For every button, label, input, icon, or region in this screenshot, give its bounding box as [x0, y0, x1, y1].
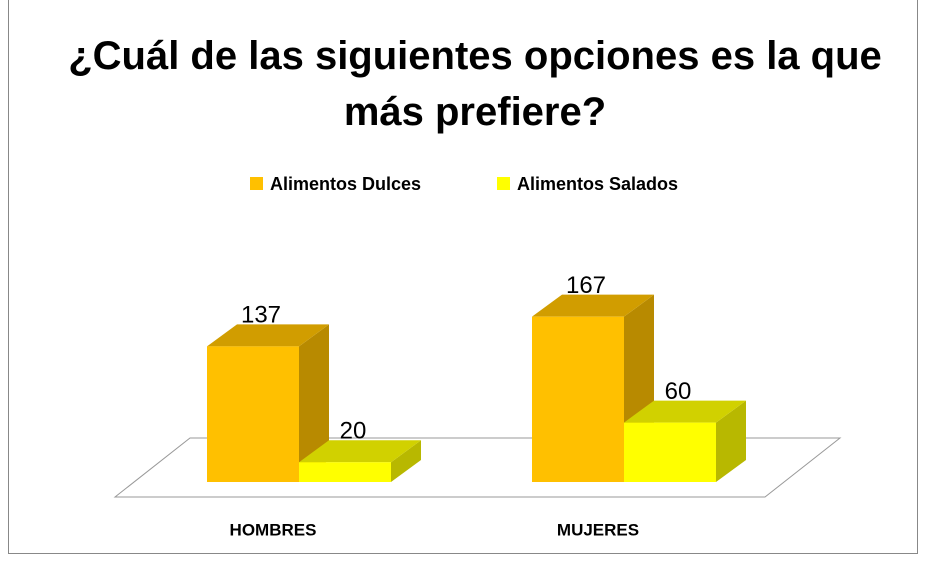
chart-frame: [8, 0, 918, 554]
value-label: 20: [340, 418, 367, 445]
bar-side: [391, 440, 421, 482]
value-label: 137: [241, 302, 281, 329]
value-label: 167: [566, 272, 606, 299]
bar-top: [207, 324, 329, 347]
bar: [532, 316, 624, 482]
value-label: 60: [665, 378, 692, 405]
bar-side: [716, 400, 746, 482]
bar-top: [532, 294, 654, 317]
bar-top: [624, 400, 746, 423]
bar: [207, 346, 299, 482]
bar-side: [299, 324, 329, 482]
bar: [624, 422, 716, 482]
legend-swatch: [497, 177, 510, 190]
chart-title: ¿Cuál de las siguientes opciones es la q…: [68, 34, 882, 134]
bar: [299, 462, 391, 482]
x-tick-label: HOMBRES: [230, 520, 317, 539]
legend-text: Alimentos Salados: [517, 174, 678, 194]
legend-text: Alimentos Dulces: [270, 174, 421, 194]
x-tick-label: MUJERES: [557, 520, 639, 539]
bar-top: [299, 440, 421, 463]
legend-swatch: [250, 177, 263, 190]
